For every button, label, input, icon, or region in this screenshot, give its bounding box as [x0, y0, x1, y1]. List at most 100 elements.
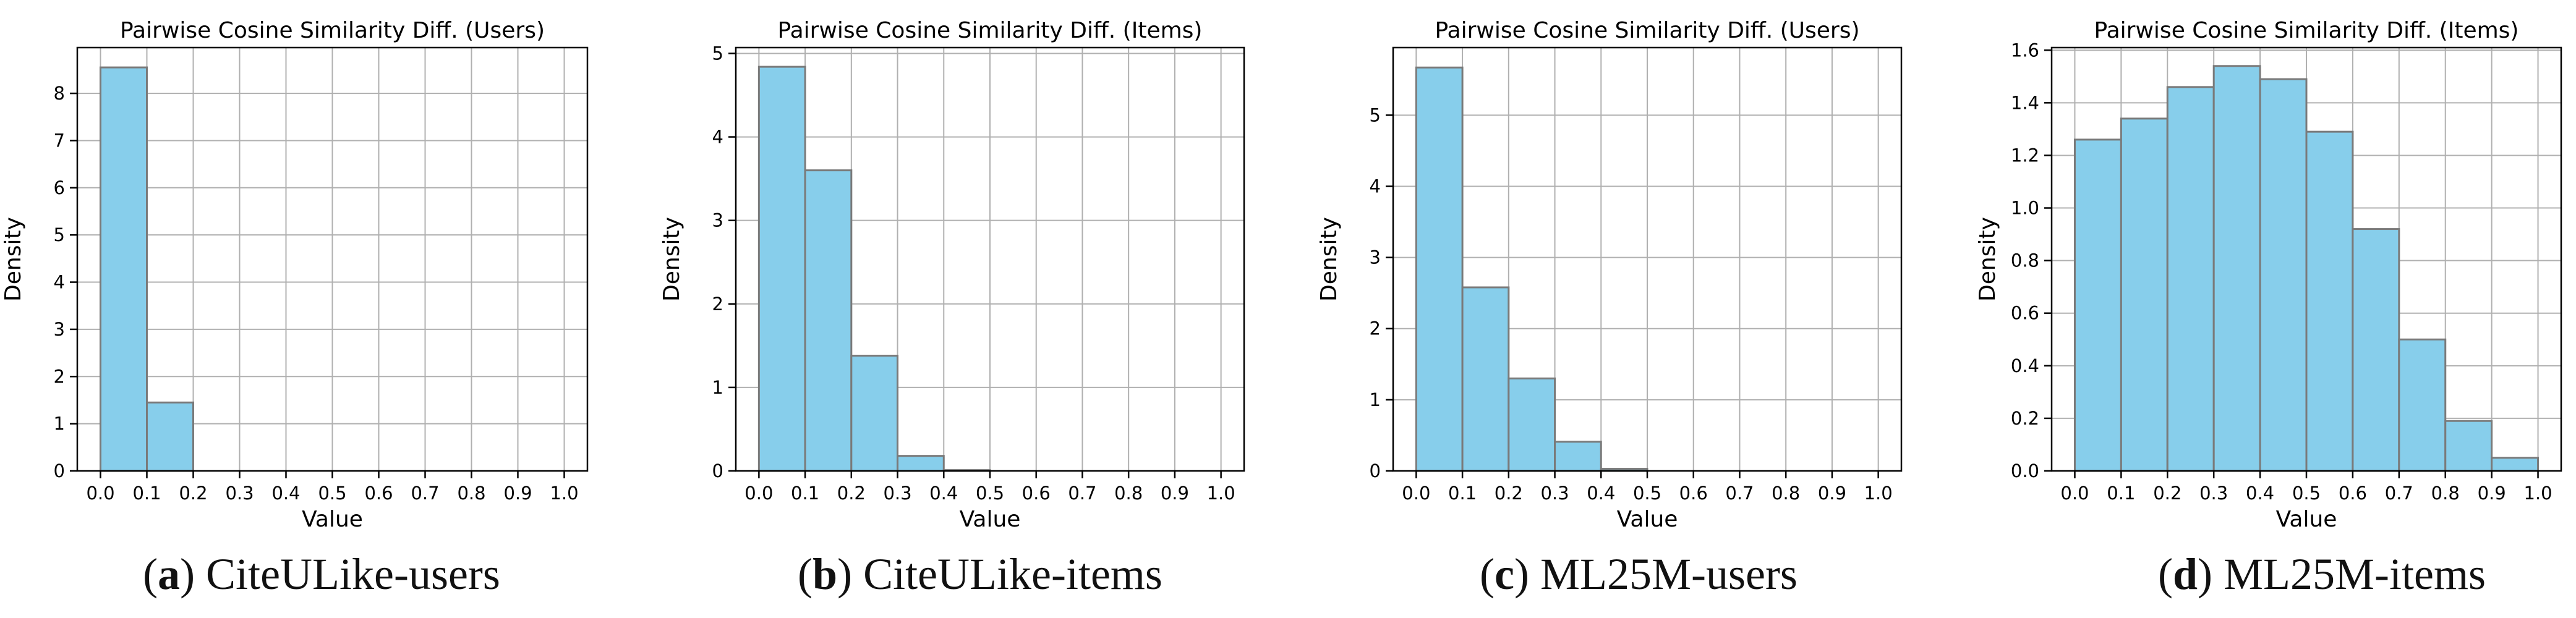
chart-d-xtick-label: 0.6	[2339, 483, 2367, 504]
chart-d-ytick-label: 1.4	[2011, 92, 2039, 113]
chart-c-ytick-label: 2	[1370, 318, 1381, 339]
chart-b: 0.0 0.1 0.2 0.3 0.4 0.5 0.6 0.7 0.8 0.9 1.0 0 1 2 3 4 5 P…	[659, 18, 1245, 532]
chart-b-ytick-label: 2	[712, 294, 723, 315]
chart-d-ytick-label: 0.6	[2011, 303, 2039, 324]
chart-a-xtick-label: 0.6	[364, 483, 393, 504]
chart-a-xtick-label: 0.1	[132, 483, 161, 504]
chart-a-xtick-label: 0.9	[503, 483, 532, 504]
chart-d-xtick-label: 0.7	[2385, 483, 2413, 504]
chart-c-xtick-label: 0.2	[1495, 483, 1523, 504]
chart-b-xtick-label: 0.9	[1161, 483, 1189, 504]
chart-b-bar-0	[757, 66, 806, 472]
chart-c-ytick-label: 4	[1370, 176, 1381, 197]
chart-c-xtick-label: 0.0	[1402, 483, 1430, 504]
chart-d-xtick-label: 0.4	[2246, 483, 2274, 504]
chart-b-ytick-label: 3	[712, 210, 723, 231]
chart-c: 0.0 0.1 0.2 0.3 0.4 0.5 0.6 0.7 0.8 0.9 1.0 0 1 2 3 4 5 P…	[1316, 18, 1903, 532]
chart-d-xtick-label: 0.8	[2431, 483, 2460, 504]
chart-a-ytick-label: 0	[54, 460, 65, 481]
chart-b-xtick-label: 0.4	[929, 483, 958, 504]
chart-c-title: Pairwise Cosine Similarity Diff. (Users)	[1435, 18, 1859, 43]
chart-c-xtick-label: 0.4	[1587, 483, 1615, 504]
chart-d-ytick-label: 0.0	[2011, 460, 2039, 481]
chart-c-ylabel: Density	[1316, 217, 1342, 302]
chart-a-ytick-label: 2	[54, 366, 65, 387]
chart-a-title: Pairwise Cosine Similarity Diff. (Users)	[120, 18, 545, 43]
chart-d-ytick-label: 1.0	[2011, 198, 2039, 219]
chart-d-bar-9	[2491, 457, 2540, 472]
chart-a: 0.0 0.1 0.2 0.3 0.4 0.5 0.6 0.7 0.8 0.9 1.0 0 1 2 3 4 5 6…	[1, 18, 589, 532]
chart-b-xlabel: Value	[960, 507, 1021, 532]
chart-a-ytick-label: 5	[54, 224, 65, 245]
caption-b-text: CiteULike-items	[863, 549, 1162, 599]
caption-a-letter: a	[158, 549, 181, 599]
chart-d-xtick-label: 0.0	[2060, 483, 2089, 504]
chart-d-title: Pairwise Cosine Similarity Diff. (Items)	[2094, 18, 2519, 43]
caption-b-letter: b	[812, 549, 838, 599]
caption-d-letter: d	[2172, 549, 2198, 599]
chart-a-xtick-label: 0.7	[411, 483, 439, 504]
chart-a-xlabel: Value	[302, 507, 363, 532]
chart-d-ytick-label: 0.8	[2011, 250, 2039, 271]
chart-c-xtick-label: 0.7	[1725, 483, 1754, 504]
chart-c-ytick-label: 0	[1370, 460, 1381, 481]
chart-b-xtick-label: 1.0	[1207, 483, 1235, 504]
chart-a-xtick-label: 0.4	[271, 483, 300, 504]
chart-b-ytick-label: 4	[712, 127, 723, 148]
caption-d: (d) ML25M-items	[2158, 549, 2486, 599]
chart-a-xtick-label: 1.0	[550, 483, 578, 504]
chart-b-bar-1	[804, 169, 853, 472]
caption-a-text: CiteULike-users	[206, 549, 500, 599]
chart-b-ytick-label: 1	[712, 377, 723, 398]
chart-a-ytick-label: 4	[54, 272, 65, 293]
chart-d-xtick-label: 0.9	[2478, 483, 2506, 504]
chart-b-xtick-label: 0.7	[1068, 483, 1096, 504]
chart-d-ytick-label: 1.2	[2011, 145, 2039, 166]
chart-d-bar-8	[2444, 420, 2493, 472]
chart-b-bar-3	[897, 455, 945, 472]
chart-c-ytick-label: 5	[1370, 104, 1381, 125]
chart-d: 0.0 0.1 0.2 0.3 0.4 0.5 0.6 0.7 0.8 0.9 1.0 0.0 0.2 0…	[1975, 18, 2562, 532]
chart-d-bar-0	[2073, 138, 2122, 472]
chart-a-ytick-label: 7	[54, 130, 65, 151]
chart-b-ytick-label: 5	[712, 43, 723, 64]
chart-c-bar-1	[1461, 286, 1510, 472]
chart-c-ytick-label: 3	[1370, 247, 1381, 268]
chart-c-xtick-label: 0.5	[1633, 483, 1661, 504]
caption-c-text: ML25M-users	[1540, 549, 1798, 599]
caption-c: (c) ML25M-users	[1480, 549, 1798, 599]
chart-a-xtick-label: 0.0	[86, 483, 114, 504]
chart-d-bar-7	[2398, 338, 2447, 472]
chart-a-xtick-label: 0.5	[318, 483, 346, 504]
chart-a-bar-1	[146, 401, 194, 472]
chart-c-xtick-label: 0.9	[1818, 483, 1846, 504]
chart-c-xtick-label: 0.3	[1540, 483, 1569, 504]
chart-b-title: Pairwise Cosine Similarity Diff. (Items)	[778, 18, 1203, 43]
chart-d-bar-5	[2305, 130, 2354, 472]
chart-d-bar-4	[2259, 78, 2308, 472]
chart-a-ytick-label: 8	[54, 83, 65, 104]
chart-b-xtick-label: 0.0	[744, 483, 773, 504]
chart-c-xtick-label: 1.0	[1864, 483, 1893, 504]
chart-a-xtick-label: 0.2	[179, 483, 207, 504]
caption-b: (b) CiteULike-items	[798, 549, 1162, 599]
chart-b-ytick-label: 0	[712, 460, 723, 481]
chart-c-ytick-label: 1	[1370, 389, 1381, 410]
chart-c-bar-2	[1508, 377, 1556, 472]
caption-c-letter: c	[1495, 549, 1514, 599]
chart-a-ylabel: Density	[1, 217, 26, 302]
chart-d-ylabel: Density	[1975, 217, 2000, 302]
chart-d-xtick-label: 1.0	[2523, 483, 2552, 504]
caption-d-text: ML25M-items	[2224, 549, 2486, 599]
chart-a-xtick-label: 0.3	[225, 483, 254, 504]
chart-d-xlabel: Value	[2276, 507, 2337, 532]
chart-c-xtick-label: 0.1	[1448, 483, 1477, 504]
chart-d-ytick-label: 1.6	[2011, 40, 2039, 61]
chart-d-xtick-label: 0.5	[2292, 483, 2321, 504]
chart-d-bar-1	[2120, 117, 2169, 472]
chart-a-xtick-label: 0.8	[457, 483, 485, 504]
chart-a-ytick-label: 1	[54, 413, 65, 434]
chart-c-bar-3	[1554, 441, 1602, 472]
